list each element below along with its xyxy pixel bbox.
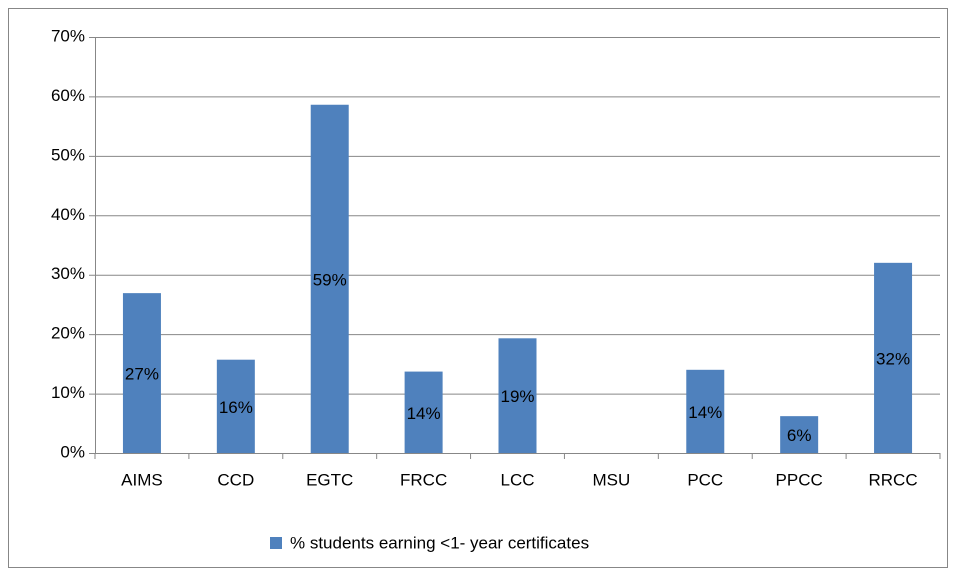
legend-label: % students earning <1- year certificates: [290, 533, 589, 552]
data-label: 16%: [219, 398, 253, 417]
x-tick-label: FRCC: [400, 470, 447, 489]
data-label: 14%: [688, 403, 722, 422]
bar: [404, 371, 443, 453]
data-label: 27%: [125, 365, 159, 384]
x-tick-label: PCC: [687, 470, 723, 489]
bar: [310, 104, 349, 454]
x-tick-label: RRCC: [869, 470, 918, 489]
y-tick-label: 70%: [51, 26, 85, 45]
y-tick-label: 50%: [51, 145, 85, 164]
y-tick-label: 0%: [60, 442, 85, 461]
x-tick-label: MSU: [592, 470, 630, 489]
y-tick-label: 40%: [51, 205, 85, 224]
legend-swatch: [270, 537, 282, 549]
data-label: 19%: [500, 387, 534, 406]
x-tick-label: PPCC: [776, 470, 823, 489]
data-label: 14%: [407, 404, 441, 423]
y-tick-label: 20%: [51, 324, 85, 343]
x-tick-label: CCD: [217, 470, 254, 489]
x-tick-label: EGTC: [306, 470, 353, 489]
x-tick-label: LCC: [500, 470, 534, 489]
data-label: 6%: [787, 426, 812, 445]
y-tick-label: 10%: [51, 383, 85, 402]
chart-border: [8, 8, 948, 568]
data-label: 32%: [876, 349, 910, 368]
bar: [686, 369, 725, 453]
bar: [122, 293, 161, 453]
bar: [780, 416, 819, 453]
bar: [874, 262, 913, 453]
y-tick-label: 60%: [51, 86, 85, 105]
data-label: 59%: [313, 270, 347, 289]
x-tick-label: AIMS: [121, 470, 163, 489]
bar: [216, 359, 255, 453]
y-tick-label: 30%: [51, 264, 85, 283]
bar: [498, 338, 537, 453]
